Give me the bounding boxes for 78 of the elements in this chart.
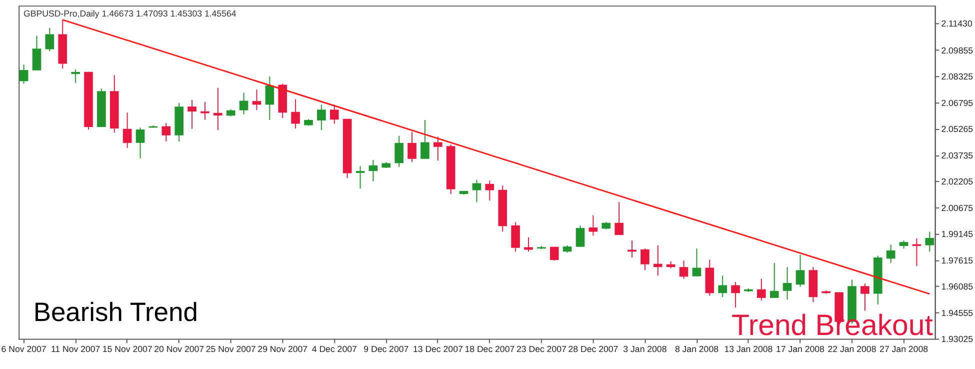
candlestick [213, 87, 222, 131]
y-tick-label: 2.05265 [941, 124, 974, 134]
candlestick [71, 68, 80, 84]
candlestick [239, 92, 248, 115]
candlestick [925, 231, 934, 252]
y-tick-label: 2.02205 [941, 176, 974, 187]
candlestick [19, 64, 28, 84]
y-tick-label: 2.00675 [941, 202, 974, 213]
candlestick [32, 35, 42, 71]
x-tick-label: 22 Jan 2008 [828, 344, 876, 354]
candlestick [886, 244, 896, 264]
candlestick [679, 260, 688, 280]
x-tick-label: 13 Jan 2008 [724, 344, 773, 354]
candlestick [550, 246, 559, 262]
candlestick [122, 112, 132, 149]
x-tick-label: 18 Dec 2007 [464, 344, 515, 354]
candlestick [291, 98, 300, 129]
candlestick [408, 131, 416, 163]
candlestick [614, 202, 624, 236]
y-tick-label: 1.94555 [941, 308, 974, 318]
candlestick [252, 89, 262, 110]
annotation: Bearish Trend [33, 297, 198, 328]
annotation: Trend Breakout [731, 308, 933, 342]
candlestick [162, 122, 171, 142]
candlestick [653, 244, 662, 276]
candlestick [368, 159, 378, 182]
candlestick [200, 101, 210, 120]
y-tick-label: 2.11430 [941, 18, 972, 28]
x-tick-label: 29 Nov 2007 [258, 344, 308, 354]
candlestick [782, 266, 792, 300]
candlestick [188, 99, 196, 130]
candlestick [511, 222, 520, 252]
x-tick-label: 23 Dec 2007 [516, 344, 566, 354]
y-tick-label: 2.06795 [941, 98, 974, 108]
y-tick-label: 1.97615 [941, 255, 974, 266]
candlestick [628, 240, 636, 258]
candlestick [136, 127, 145, 159]
candlestick [485, 180, 494, 202]
x-tick-label: 3 Jan 2008 [623, 344, 667, 354]
x-tick-label: 9 Dec 2007 [364, 344, 409, 354]
candlestick [718, 275, 728, 298]
candlestick [640, 248, 650, 271]
candlestick [524, 236, 533, 252]
x-tick-label: 4 Dec 2007 [312, 344, 357, 354]
x-tick-label: 28 Dec 2007 [568, 344, 618, 354]
candlestick [692, 248, 702, 277]
candlestick [265, 76, 274, 120]
candlestick [356, 166, 365, 190]
candlestick [45, 27, 54, 52]
candlestick [433, 136, 442, 162]
x-tick-label: 25 Nov 2007 [206, 344, 256, 354]
x-tick-label: 6 Nov 2007 [1, 344, 46, 354]
y-tick-label: 2.09855 [941, 45, 974, 56]
chart-title: GBPUSD-Pro,Daily 1.46673 1.47093 1.45303 1.45564 [24, 8, 236, 18]
candlestick [796, 254, 805, 288]
candlestick [588, 214, 598, 236]
x-tick-label: 8 Jan 2008 [674, 344, 719, 354]
candlestick [757, 278, 766, 301]
candlestick [576, 224, 585, 248]
candlestick [394, 135, 404, 168]
candlestick [330, 104, 339, 124]
candlestick [472, 179, 482, 203]
x-tick-label: 15 Nov 2007 [102, 344, 152, 354]
candlestick [420, 119, 430, 160]
y-tick-label: 2.03735 [941, 150, 974, 160]
y-tick-label: 2.08325 [941, 72, 974, 82]
y-tick-label: 1.96085 [941, 282, 974, 292]
y-tick-label: 1.99145 [941, 229, 974, 240]
x-tick-label: 20 Nov 2007 [154, 344, 204, 354]
y-tick-label: 1.93025 [941, 334, 974, 344]
x-tick-label: 27 Jan 2008 [880, 344, 928, 354]
candlestick [317, 104, 326, 131]
x-tick-label: 13 Dec 2007 [412, 344, 463, 354]
candlestick [770, 262, 779, 298]
x-tick-label: 11 Nov 2007 [50, 344, 100, 354]
candlestick [731, 281, 740, 308]
x-tick-label: 17 Jan 2008 [776, 344, 825, 354]
candlestick [860, 283, 870, 312]
